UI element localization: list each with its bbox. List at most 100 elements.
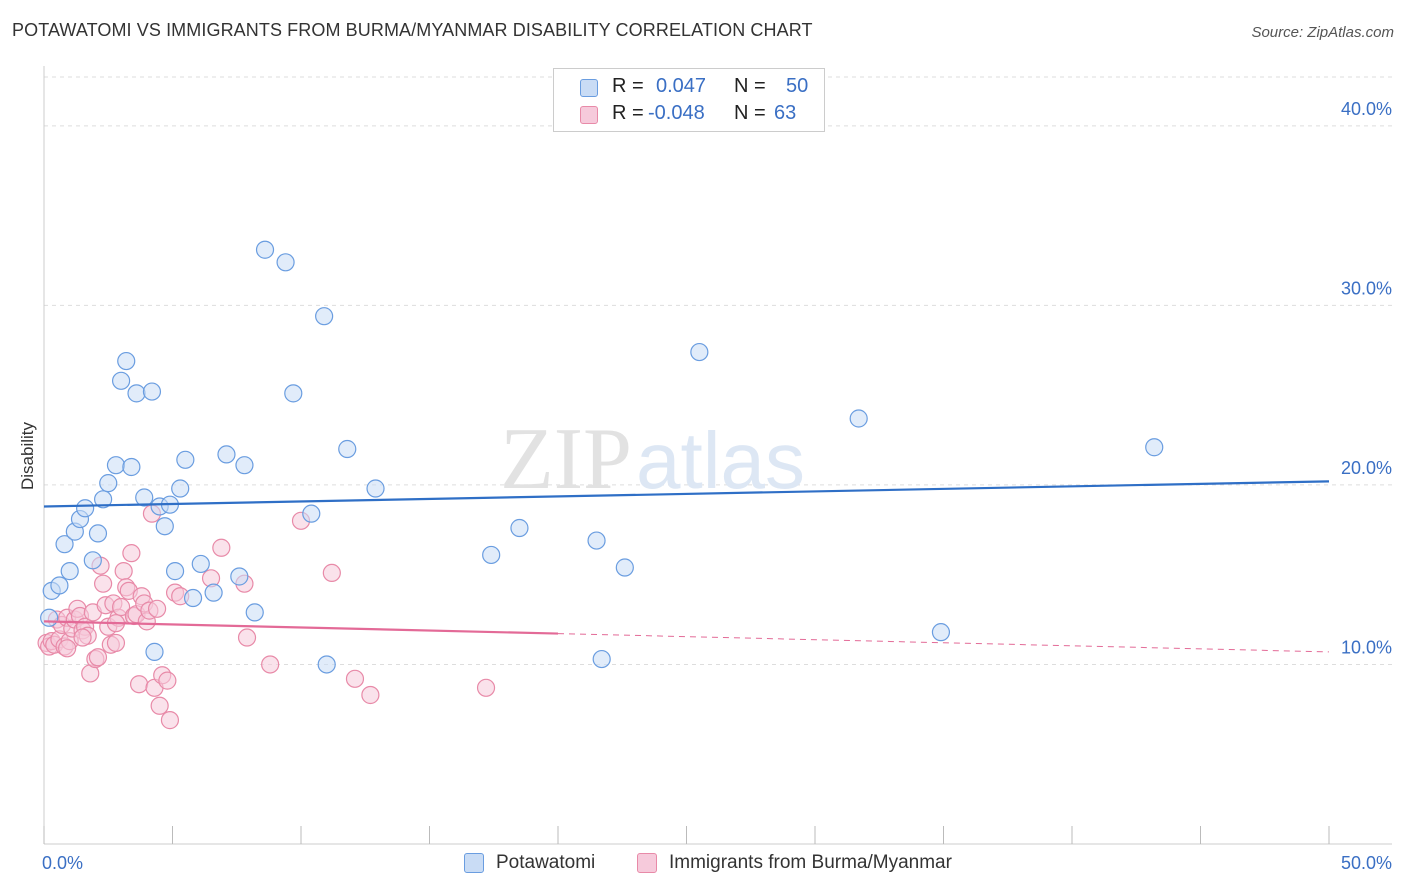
burma-trend-line-extension (557, 633, 1330, 653)
burma-point (150, 696, 169, 715)
potawatomi-point (482, 545, 501, 565)
potawatomi-point (127, 384, 146, 403)
potawatomi-point (88, 524, 108, 543)
potawatomi-point (55, 535, 74, 554)
burma-point (114, 562, 133, 581)
watermark: ZIP atlas (500, 411, 805, 508)
legend-n-value: 50 (786, 75, 809, 97)
potawatomi-point (165, 562, 185, 581)
potawatomi-point (587, 531, 606, 550)
potawatomi-point (176, 450, 195, 469)
potawatomi-point (245, 603, 264, 622)
watermark-atlas: atlas (636, 416, 805, 505)
burma-point (73, 628, 92, 647)
legend-n-label: N = (734, 102, 766, 124)
bottom-legend-swatch-potawatomi (464, 853, 484, 873)
potawatomi-point (142, 382, 162, 401)
potawatomi-point (315, 307, 334, 326)
stats-legend: R = 0.047 N = 50 R = -0.048 N = 63 (553, 68, 825, 132)
potawatomi-point (76, 499, 95, 518)
legend-n-label: N = (734, 75, 766, 97)
legend-r-label: R = (612, 75, 644, 97)
legend-n-value: 63 (774, 102, 797, 124)
potawatomi-point (849, 409, 868, 428)
potawatomi-point (40, 608, 59, 627)
y-tick-label: 40.0% (1341, 99, 1392, 119)
y-tick-labels: 10.0% 20.0% 30.0% 40.0% (1341, 99, 1392, 658)
burma-point (122, 544, 141, 563)
legend-r-value: -0.048 (648, 102, 705, 124)
series-potawatomi-points (40, 240, 1164, 674)
potawatomi-point (122, 457, 141, 477)
y-tick-label: 10.0% (1341, 637, 1392, 657)
potawatomi-point (117, 351, 136, 371)
bottom-legend-label: Potawatomi (496, 852, 596, 873)
burma-point (261, 655, 280, 674)
potawatomi-point (615, 558, 634, 577)
axes: 0.0% 50.0% (42, 66, 1392, 873)
potawatomi-point (191, 554, 210, 574)
burma-point (160, 711, 180, 730)
potawatomi-trend-line (43, 480, 1330, 508)
burma-point (476, 678, 496, 697)
potawatomi-point (183, 588, 203, 608)
legend-r-label: R = (612, 102, 644, 124)
y-axis-label: Disability (18, 421, 37, 491)
potawatomi-point (592, 649, 611, 669)
legend-swatch-burma (580, 106, 598, 124)
potawatomi-point (106, 456, 126, 475)
burma-point (106, 633, 126, 653)
legend-r-value: 0.047 (656, 75, 707, 97)
x-tick-label: 0.0% (42, 853, 83, 873)
potawatomi-point (155, 517, 174, 536)
burma-point (88, 648, 108, 667)
potawatomi-point (171, 479, 190, 498)
y-tick-label: 20.0% (1341, 458, 1392, 478)
potawatomi-point (284, 384, 303, 403)
burma-point (322, 563, 341, 583)
trend-lines (43, 480, 1330, 653)
potawatomi-point (83, 551, 102, 570)
burma-point (345, 669, 365, 688)
burma-point (111, 597, 131, 617)
series-burma-points (37, 504, 496, 730)
potawatomi-point (135, 488, 154, 507)
burma-point (58, 639, 77, 658)
burma-trend-line (43, 620, 559, 635)
legend-swatch-potawatomi (580, 79, 598, 97)
potawatomi-point (276, 253, 295, 272)
potawatomi-point (99, 474, 118, 493)
potawatomi-point (317, 655, 336, 674)
potawatomi-point (235, 456, 254, 475)
burma-point (129, 675, 149, 694)
potawatomi-point (204, 583, 223, 602)
potawatomi-point (510, 518, 529, 538)
burma-point (94, 574, 113, 593)
burma-point (361, 685, 380, 705)
bottom-legend-swatch-burma (637, 853, 657, 873)
burma-point (237, 628, 257, 647)
potawatomi-point (145, 642, 164, 661)
burma-point (158, 671, 177, 690)
potawatomi-point (366, 479, 385, 498)
potawatomi-point (60, 562, 79, 581)
x-tick-label: 50.0% (1341, 853, 1392, 873)
potawatomi-point (111, 371, 131, 390)
chart-title: POTAWATOMI VS IMMIGRANTS FROM BURMA/MYAN… (12, 20, 813, 40)
potawatomi-point (1145, 438, 1164, 457)
potawatomi-point (94, 490, 113, 509)
potawatomi-point (217, 445, 236, 464)
burma-point (147, 599, 167, 618)
bottom-legend-label: Immigrants from Burma/Myanmar (669, 852, 952, 873)
watermark-zip: ZIP (500, 411, 632, 508)
potawatomi-point (302, 504, 321, 523)
burma-point (212, 538, 231, 557)
potawatomi-point (230, 567, 249, 586)
source-credit: Source: ZipAtlas.com (1251, 24, 1394, 41)
potawatomi-point (255, 240, 275, 259)
potawatomi-point (931, 623, 951, 642)
potawatomi-point (690, 342, 709, 362)
potawatomi-point (338, 439, 357, 459)
potawatomi-point (50, 576, 69, 595)
